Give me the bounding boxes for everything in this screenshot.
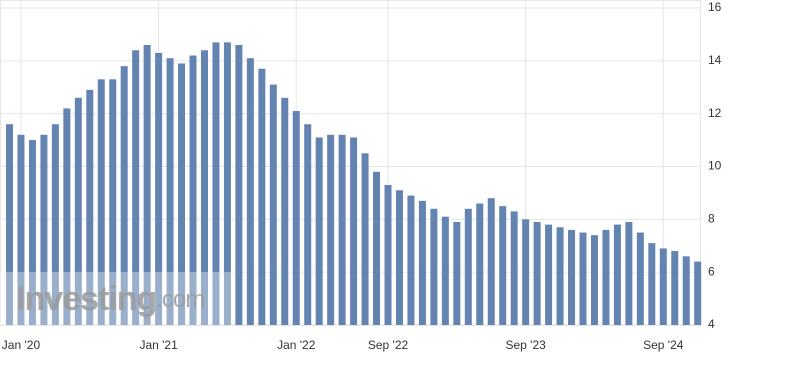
bar xyxy=(189,55,197,326)
bar xyxy=(430,208,438,325)
watermark-box xyxy=(0,272,232,325)
bar xyxy=(109,79,117,325)
y-tick-label: 6 xyxy=(708,264,715,278)
bar xyxy=(178,63,186,325)
watermark-text: Investing.com xyxy=(16,280,204,318)
labels: 4 6 8 10 12 14 16 Jan '20 Jan '21 Jan '22 Sep '22 S… xyxy=(2,0,722,352)
bar xyxy=(40,134,48,325)
bar xyxy=(63,108,71,325)
watermark-domain: .com xyxy=(156,286,204,313)
bar xyxy=(269,84,277,325)
bar xyxy=(281,97,289,325)
x-tick-label: Sep '23 xyxy=(505,338,546,352)
bar xyxy=(361,153,369,325)
bar xyxy=(613,224,621,325)
bar xyxy=(441,216,449,325)
bar xyxy=(545,224,553,325)
bar xyxy=(671,251,679,325)
bar xyxy=(28,140,36,325)
bar xyxy=(636,232,644,325)
x-tick-label: Jan '20 xyxy=(2,338,41,352)
bar xyxy=(395,190,403,325)
bar xyxy=(315,137,323,325)
x-tick-label: Jan '22 xyxy=(277,338,316,352)
x-tick-label: Sep '22 xyxy=(368,338,409,352)
bar xyxy=(453,221,461,325)
y-tick-label: 14 xyxy=(708,53,722,67)
bar xyxy=(384,184,392,325)
bar xyxy=(120,66,128,325)
bar xyxy=(682,256,690,325)
bar xyxy=(602,229,610,325)
bar xyxy=(350,137,358,325)
bar xyxy=(499,206,507,325)
y-tick-label: 12 xyxy=(708,106,722,120)
bar xyxy=(86,89,94,326)
bar xyxy=(476,203,484,325)
bar xyxy=(97,79,105,325)
bar xyxy=(132,50,140,326)
y-tick-label: 8 xyxy=(708,212,715,226)
bar xyxy=(464,208,472,325)
bar xyxy=(522,219,530,325)
watermark-brand: Investing xyxy=(16,280,156,318)
bar xyxy=(625,221,633,325)
bar xyxy=(155,52,163,326)
bar xyxy=(327,134,335,325)
bar xyxy=(648,243,656,325)
bar xyxy=(694,261,702,325)
bar xyxy=(143,44,151,325)
watermark: Investing.com xyxy=(0,272,232,325)
bar xyxy=(338,134,346,325)
bar xyxy=(258,68,266,325)
bar xyxy=(292,111,300,326)
bar xyxy=(223,42,231,325)
bar xyxy=(407,195,415,325)
bar xyxy=(51,124,59,325)
bar xyxy=(510,211,518,325)
x-tick-label: Sep '24 xyxy=(643,338,684,352)
bar xyxy=(246,58,254,326)
bar xyxy=(74,97,82,325)
bar xyxy=(373,171,381,325)
bar xyxy=(212,42,220,325)
bar xyxy=(235,44,243,325)
bar xyxy=(418,200,426,325)
bar xyxy=(579,232,587,325)
bar xyxy=(556,227,564,325)
bar xyxy=(304,124,312,325)
y-tick-label: 4 xyxy=(708,317,715,331)
y-tick-label: 10 xyxy=(708,159,722,173)
bar xyxy=(6,124,13,325)
bars xyxy=(6,42,702,326)
bar xyxy=(200,50,208,326)
bar xyxy=(659,248,667,325)
bar xyxy=(533,221,541,325)
y-tick-label: 16 xyxy=(708,0,722,14)
bar xyxy=(17,134,25,325)
bar xyxy=(487,198,495,325)
bar xyxy=(590,235,598,325)
x-tick-label: Jan '21 xyxy=(139,338,178,352)
bar xyxy=(568,229,576,325)
bar xyxy=(166,58,174,326)
